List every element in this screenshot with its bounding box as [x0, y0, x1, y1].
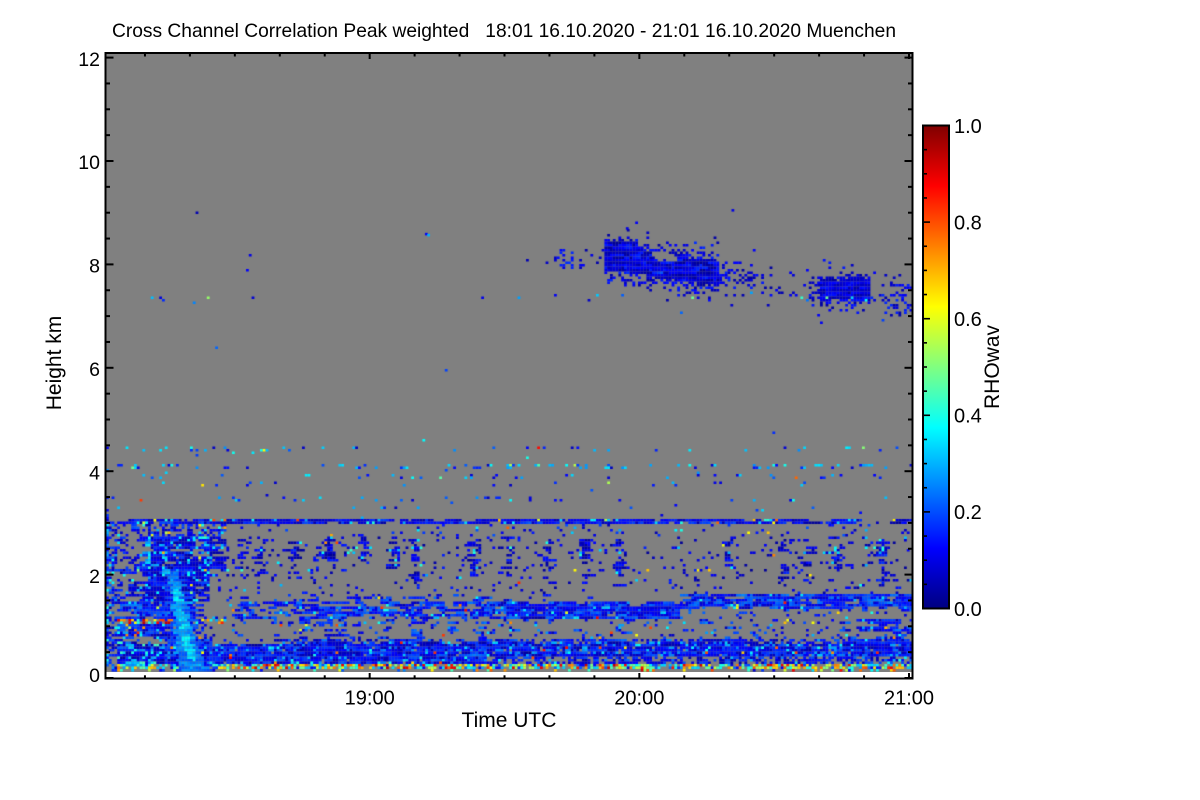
- svg-text:19:00: 19:00: [345, 688, 395, 710]
- svg-text:0.8: 0.8: [954, 212, 982, 234]
- svg-text:0.4: 0.4: [954, 406, 982, 428]
- svg-text:Height km: Height km: [43, 316, 66, 411]
- svg-text:Time UTC: Time UTC: [462, 709, 557, 732]
- svg-text:0.2: 0.2: [954, 502, 982, 524]
- svg-text:12: 12: [78, 49, 100, 71]
- svg-text:0: 0: [89, 665, 100, 687]
- svg-text:6: 6: [89, 359, 100, 381]
- svg-text:0.0: 0.0: [954, 599, 982, 621]
- svg-text:0.6: 0.6: [954, 309, 982, 331]
- svg-text:8: 8: [89, 256, 100, 278]
- svg-text:10: 10: [78, 152, 100, 174]
- svg-text:2: 2: [89, 566, 100, 588]
- svg-text:Cross Channel Correlation Peak: Cross Channel Correlation Peak weighted …: [112, 21, 896, 42]
- svg-text:21:00: 21:00: [884, 688, 934, 710]
- svg-text:20:00: 20:00: [614, 688, 664, 710]
- svg-text:4: 4: [89, 462, 100, 484]
- svg-text:RHOwav: RHOwav: [981, 324, 1004, 409]
- svg-text:1.0: 1.0: [954, 116, 982, 138]
